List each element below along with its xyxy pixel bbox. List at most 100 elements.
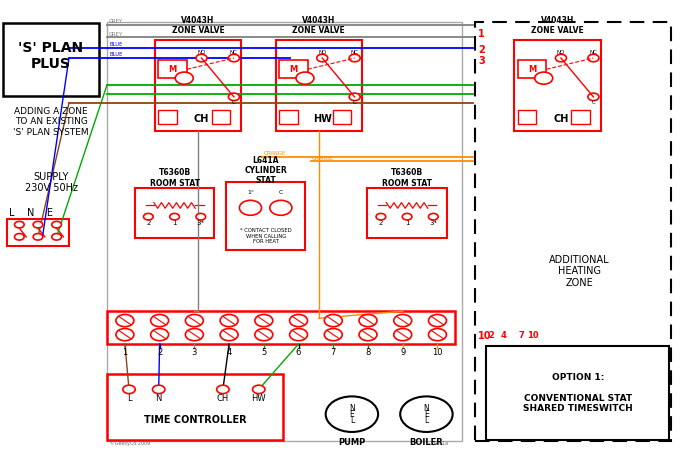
Text: HW: HW xyxy=(313,114,332,124)
Circle shape xyxy=(324,329,342,341)
Circle shape xyxy=(326,396,378,432)
Circle shape xyxy=(239,200,262,215)
Text: 2: 2 xyxy=(146,220,150,226)
Circle shape xyxy=(255,329,273,341)
Text: L641A
CYLINDER
STAT: L641A CYLINDER STAT xyxy=(244,156,287,185)
Text: 1: 1 xyxy=(405,220,409,226)
Circle shape xyxy=(359,314,377,327)
Text: 4: 4 xyxy=(501,331,506,340)
Circle shape xyxy=(359,329,377,341)
Text: 3: 3 xyxy=(192,348,197,357)
Circle shape xyxy=(428,213,438,220)
Text: N: N xyxy=(349,403,355,413)
Text: ADDING A ZONE
TO AN EXISTING
'S' PLAN SYSTEM: ADDING A ZONE TO AN EXISTING 'S' PLAN SY… xyxy=(13,107,89,137)
Text: 7: 7 xyxy=(331,348,336,357)
Circle shape xyxy=(394,314,412,327)
Text: ORANGE: ORANGE xyxy=(264,151,286,156)
Text: BLUE: BLUE xyxy=(109,42,122,47)
Text: 1°: 1° xyxy=(247,190,254,195)
Text: CH: CH xyxy=(553,114,569,124)
Circle shape xyxy=(150,329,168,341)
Text: * CONTACT CLOSED
WHEN CALLING
FOR HEAT: * CONTACT CLOSED WHEN CALLING FOR HEAT xyxy=(240,228,291,244)
Circle shape xyxy=(349,93,360,101)
Text: 5: 5 xyxy=(262,348,266,357)
Circle shape xyxy=(196,213,206,220)
Text: M: M xyxy=(289,65,297,74)
Circle shape xyxy=(296,72,314,84)
Circle shape xyxy=(123,385,135,394)
Circle shape xyxy=(52,234,61,240)
Circle shape xyxy=(14,234,24,240)
Text: M: M xyxy=(528,65,536,74)
Circle shape xyxy=(402,213,412,220)
Circle shape xyxy=(290,329,308,341)
Text: 4: 4 xyxy=(226,348,232,357)
Text: 10: 10 xyxy=(478,330,492,341)
Text: SUPPLY
230V 50Hz: SUPPLY 230V 50Hz xyxy=(25,172,77,193)
Text: 3: 3 xyxy=(478,56,485,66)
Circle shape xyxy=(255,314,273,327)
Text: 'S' PLAN
PLUS: 'S' PLAN PLUS xyxy=(19,41,83,71)
Circle shape xyxy=(555,54,566,62)
Text: PUMP: PUMP xyxy=(338,438,366,447)
Text: E: E xyxy=(350,410,354,419)
Text: L: L xyxy=(424,416,428,425)
Text: M: M xyxy=(168,65,177,74)
Circle shape xyxy=(186,314,204,327)
Text: CH: CH xyxy=(217,394,229,403)
Text: ADDITIONAL
HEATING
ZONE: ADDITIONAL HEATING ZONE xyxy=(549,255,610,288)
Text: L    N    E: L N E xyxy=(9,208,53,218)
Text: T6360B
ROOM STAT: T6360B ROOM STAT xyxy=(150,168,199,188)
Circle shape xyxy=(52,221,61,228)
Text: 7: 7 xyxy=(518,331,524,340)
Circle shape xyxy=(428,329,446,341)
Text: NC: NC xyxy=(589,50,598,55)
Text: TIME CONTROLLER: TIME CONTROLLER xyxy=(144,415,246,425)
Text: 3*: 3* xyxy=(429,220,437,226)
Text: GREY: GREY xyxy=(109,31,123,37)
Text: L: L xyxy=(350,416,354,425)
Text: T6360B
ROOM STAT: T6360B ROOM STAT xyxy=(382,168,432,188)
Text: HW: HW xyxy=(251,394,266,403)
Circle shape xyxy=(144,213,153,220)
Circle shape xyxy=(196,54,207,62)
Text: NO: NO xyxy=(557,50,565,55)
Circle shape xyxy=(152,385,165,394)
Circle shape xyxy=(400,396,453,432)
Text: NC: NC xyxy=(351,50,359,55)
Circle shape xyxy=(270,200,292,215)
Circle shape xyxy=(14,221,24,228)
Text: V4043H
ZONE VALVE: V4043H ZONE VALVE xyxy=(172,16,224,35)
Text: 2: 2 xyxy=(157,348,162,357)
Text: 6: 6 xyxy=(296,348,302,357)
Circle shape xyxy=(220,329,238,341)
Circle shape xyxy=(290,314,308,327)
Circle shape xyxy=(324,314,342,327)
Text: GREY: GREY xyxy=(109,19,123,24)
Text: C: C xyxy=(232,100,236,105)
Text: 10: 10 xyxy=(527,331,538,340)
Text: Rev1a: Rev1a xyxy=(433,441,448,446)
Circle shape xyxy=(170,213,179,220)
Circle shape xyxy=(228,93,239,101)
Text: C: C xyxy=(279,190,283,195)
Circle shape xyxy=(220,314,238,327)
Text: 8: 8 xyxy=(365,348,371,357)
Text: BOILER: BOILER xyxy=(410,438,443,447)
Text: NO: NO xyxy=(197,50,206,55)
Circle shape xyxy=(116,314,134,327)
Text: 2: 2 xyxy=(379,220,383,226)
Text: N: N xyxy=(424,403,429,413)
Text: 2: 2 xyxy=(489,331,494,340)
Circle shape xyxy=(217,385,229,394)
Circle shape xyxy=(394,329,412,341)
Circle shape xyxy=(116,329,134,341)
Text: ORANGE: ORANGE xyxy=(312,155,334,161)
Text: OPTION 1:

CONVENTIONAL STAT
SHARED TIMESWITCH: OPTION 1: CONVENTIONAL STAT SHARED TIMES… xyxy=(523,373,633,413)
Text: V4043H
ZONE VALVE: V4043H ZONE VALVE xyxy=(293,16,345,35)
Circle shape xyxy=(588,93,599,101)
Text: N: N xyxy=(155,394,162,403)
Circle shape xyxy=(376,213,386,220)
Circle shape xyxy=(317,54,328,62)
Text: C: C xyxy=(353,100,357,105)
